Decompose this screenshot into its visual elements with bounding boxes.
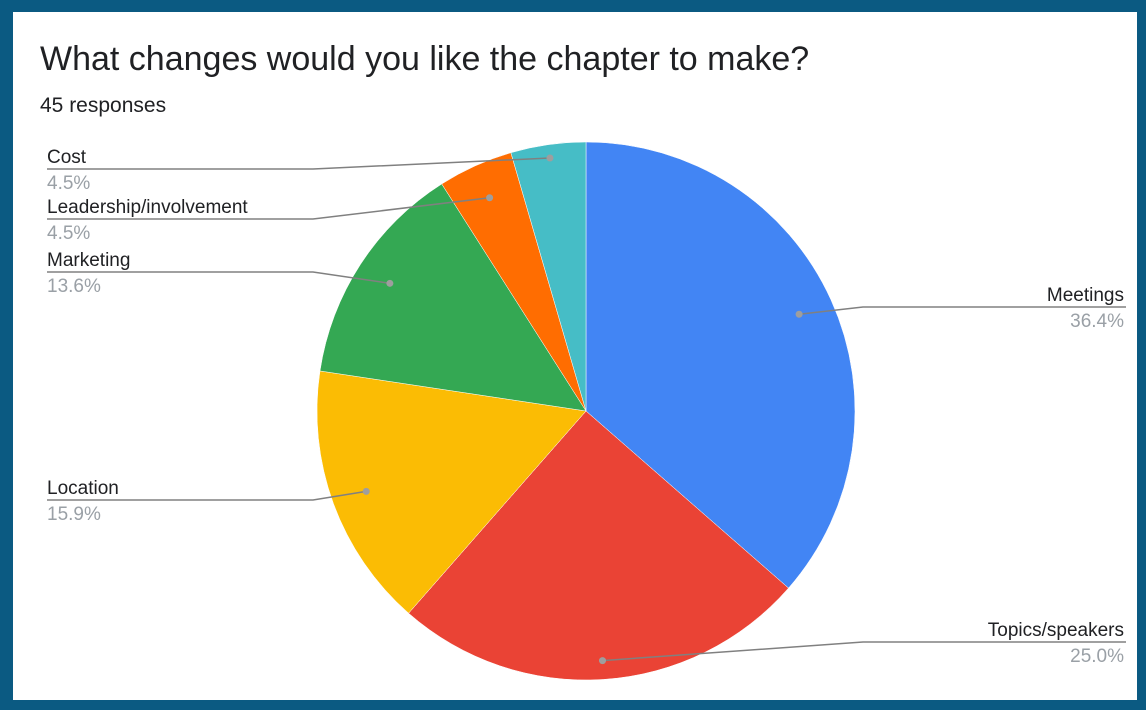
leader-dot-topics-speakers — [599, 657, 607, 665]
leader-line-cost — [47, 157, 550, 170]
pie-slice-marketing[interactable] — [319, 183, 587, 412]
slice-percent-marketing: 13.6% — [47, 276, 101, 297]
slice-percent-topics-speakers: 25.0% — [1070, 646, 1124, 667]
slice-label-marketing: Marketing — [47, 250, 130, 271]
slice-percent-location: 15.9% — [47, 504, 101, 525]
leader-line-location — [47, 490, 367, 501]
chart-card: What changes would you like the chapter … — [13, 12, 1137, 700]
pie-slice-location[interactable] — [316, 370, 587, 614]
leader-line-marketing — [47, 271, 390, 285]
response-count: 45 responses — [40, 94, 167, 117]
pie-slice-cost[interactable] — [510, 141, 587, 412]
slice-percent-leadership-involvement: 4.5% — [47, 223, 90, 244]
leader-line-topics-speakers — [602, 641, 1126, 662]
leader-dot-marketing — [386, 279, 394, 287]
slice-percent-meetings: 36.4% — [1070, 311, 1124, 332]
slice-label-location: Location — [47, 478, 119, 499]
slice-percent-cost: 4.5% — [47, 173, 90, 194]
slice-label-meetings: Meetings — [1047, 285, 1124, 306]
leader-line-meetings — [799, 306, 1126, 316]
pie-chart: Meetings 36.4% Topics/speakers 25.0% Locatio… — [47, 141, 1126, 681]
leader-dot-cost — [546, 154, 554, 162]
pie-slice-topics-speakers[interactable] — [408, 410, 789, 681]
leader-dot-meetings — [795, 310, 803, 318]
leader-line-leadership-involvement — [47, 197, 490, 220]
slice-label-cost: Cost — [47, 147, 87, 168]
leader-dot-location — [362, 487, 370, 495]
chart-title: What changes would you like the chapter … — [40, 40, 810, 78]
slice-label-leadership-involvement: Leadership/involvement — [47, 197, 248, 218]
pie-slice-meetings[interactable] — [585, 141, 856, 589]
leader-dot-leadership-involvement — [486, 194, 494, 202]
slice-label-topics-speakers: Topics/speakers — [988, 620, 1124, 641]
